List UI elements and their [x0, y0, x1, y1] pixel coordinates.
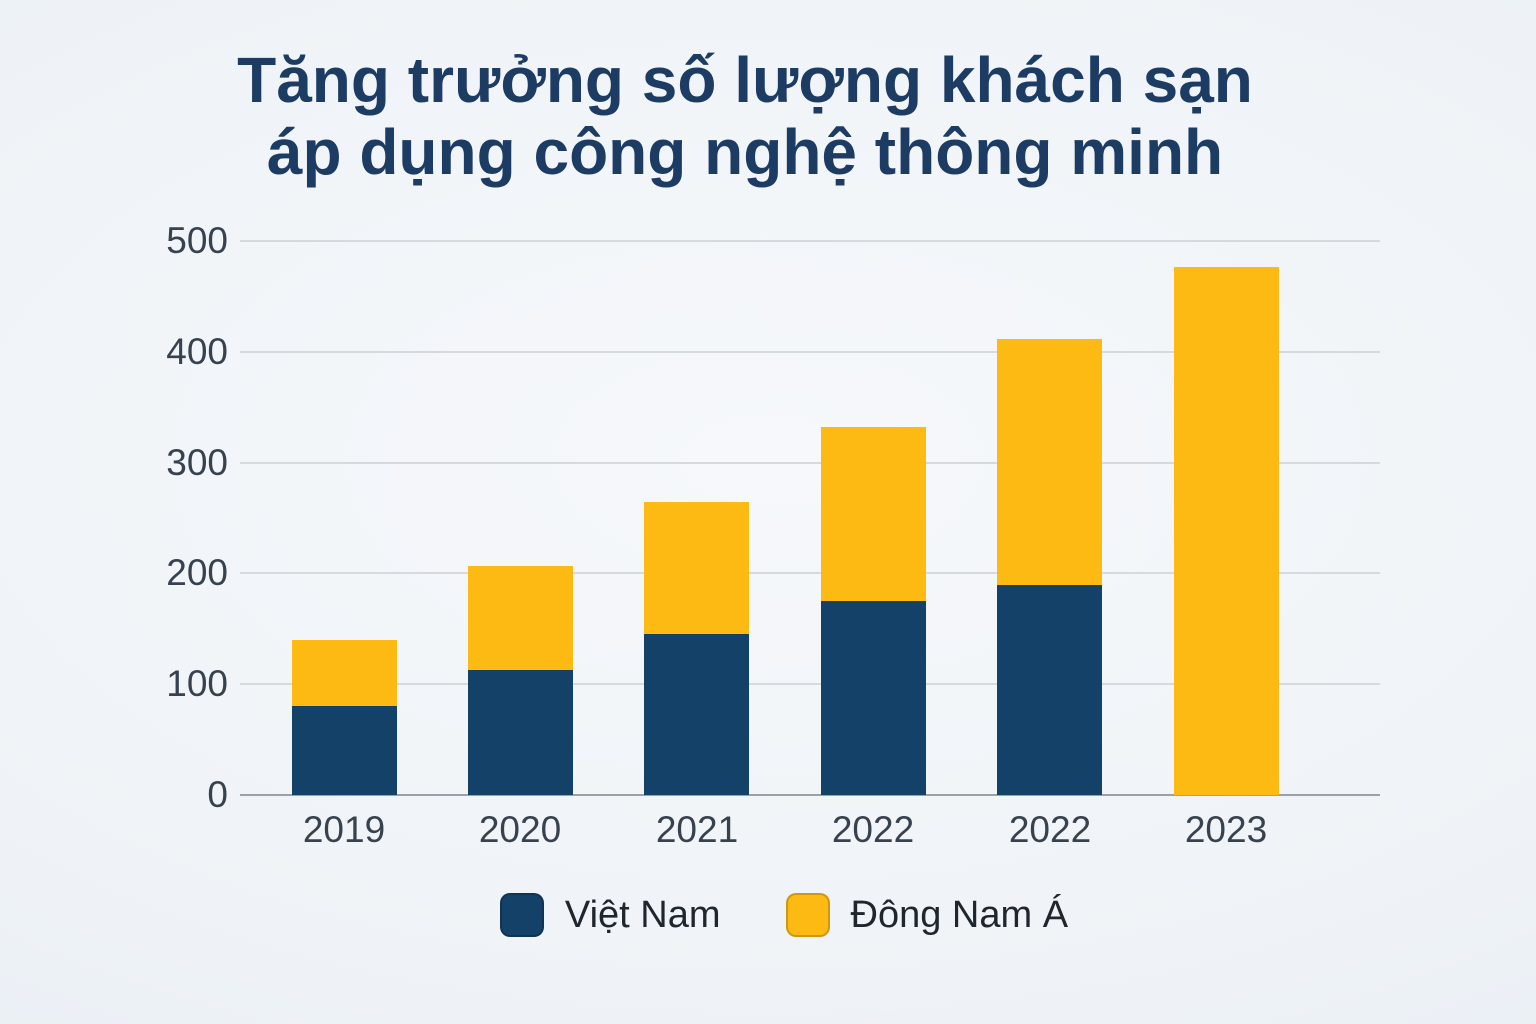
bar-segment-viet-nam [821, 601, 926, 795]
x-tick-label-2022-5: 2022 [1008, 809, 1092, 850]
bar-2023-6 [1174, 241, 1279, 795]
x-tick-label-2020-2: 2020 [478, 809, 562, 850]
y-tick-label-300: 300 [166, 442, 228, 483]
bar-segment-dong-nam-a [997, 338, 1102, 585]
bar-segment-dong-nam-a [644, 502, 749, 635]
x-tick-label-2021-3: 2021 [655, 809, 739, 850]
bar-2021-3 [644, 241, 749, 795]
gridline-300 [240, 462, 1380, 464]
bar-segment-dong-nam-a [1174, 266, 1279, 795]
bar-segment-viet-nam [292, 706, 397, 795]
bar-segment-dong-nam-a [468, 565, 573, 670]
y-tick-label-100: 100 [166, 663, 228, 704]
legend-item-viet-nam: Việt Nam [499, 893, 721, 937]
bar-2020-2 [468, 241, 573, 795]
bar-2019-1 [292, 241, 397, 795]
bar-segment-dong-nam-a [292, 639, 397, 707]
x-tick-label-2019-1: 2019 [302, 809, 386, 850]
bar-segment-dong-nam-a [821, 427, 926, 602]
chart-title-line-1: Tăng trưởng số lượng khách sạn [237, 44, 1253, 116]
gridline-500 [240, 240, 1380, 242]
bar-segment-viet-nam [997, 584, 1102, 795]
bar-segment-viet-nam [468, 669, 573, 795]
gridline-100 [240, 683, 1380, 685]
y-tick-label-400: 400 [166, 331, 228, 372]
x-axis-line [240, 794, 1380, 796]
bar-segment-viet-nam [644, 634, 749, 795]
gridline-400 [240, 351, 1380, 353]
x-tick-label-2023-6: 2023 [1184, 809, 1268, 850]
x-tick-label-2022-4: 2022 [831, 809, 915, 850]
plot-area [240, 240, 1380, 796]
legend-label-viet-nam: Việt Nam [564, 894, 721, 936]
legend: Việt Nam Đông Nam Á [16, 893, 1536, 937]
bar-2022-5 [997, 241, 1102, 795]
gridline-200 [240, 572, 1380, 574]
bar-2022-4 [821, 241, 926, 795]
legend-label-dong-nam-a: Đông Nam Á [850, 894, 1069, 936]
y-tick-label-0: 0 [207, 774, 228, 815]
y-tick-label-200: 200 [166, 552, 228, 593]
chart-title: Tăng trưởng số lượng khách sạn áp dụng c… [0, 44, 1513, 188]
chart-title-line-2: áp dụng công nghệ thông minh [266, 116, 1224, 188]
y-tick-label-500: 500 [166, 220, 228, 261]
legend-swatch-dong-nam-a [785, 893, 830, 937]
legend-item-dong-nam-a: Đông Nam Á [785, 893, 1069, 937]
legend-swatch-viet-nam [499, 893, 544, 937]
